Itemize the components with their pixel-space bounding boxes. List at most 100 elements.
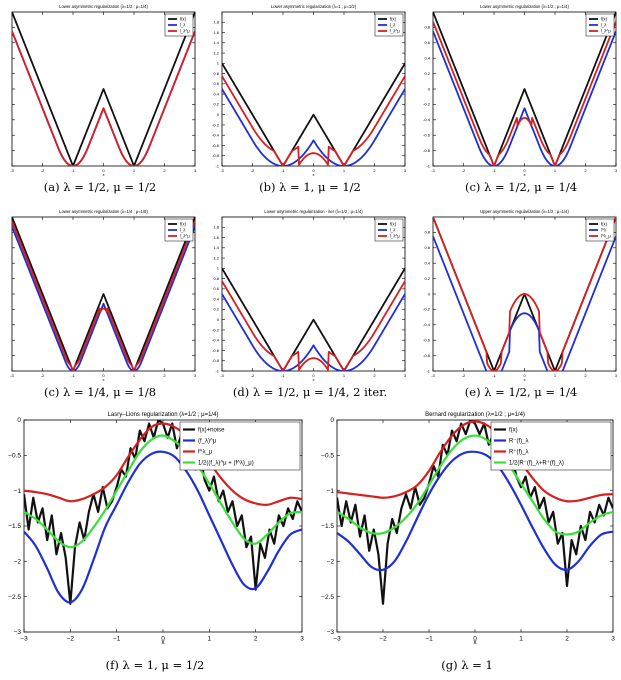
x-tick-label: -3 bbox=[10, 168, 14, 173]
caption-c2: (c) λ = 1/4, μ = 1/8 bbox=[43, 385, 157, 399]
y-tick-label: 0.4 bbox=[213, 296, 219, 301]
x-tick-label: 1 bbox=[343, 168, 346, 173]
x-tick-label: 0 bbox=[312, 373, 315, 378]
y-tick-label: 1.6 bbox=[213, 30, 219, 35]
chart-title: Lower asymmetric regularization - iter (… bbox=[264, 209, 363, 214]
x-tick-label: -3 bbox=[431, 373, 435, 378]
legend-label: f(x) bbox=[390, 221, 397, 226]
y-tick-label: 0.2 bbox=[424, 71, 430, 76]
legend-label: f(x) bbox=[180, 16, 187, 21]
x-tick-label: -1 bbox=[71, 168, 75, 173]
series-line-black bbox=[337, 420, 613, 605]
series-line-blue bbox=[433, 30, 616, 166]
y-tick-label: -0.4 bbox=[423, 322, 431, 327]
series-line-black bbox=[12, 217, 195, 371]
y-tick-label: 0.6 bbox=[424, 40, 430, 45]
x-tick-label: -2 bbox=[462, 168, 466, 173]
x-tick-label: -2 bbox=[41, 373, 45, 378]
legend-box bbox=[179, 421, 301, 471]
x-tick-label: −3 bbox=[20, 636, 28, 643]
y-tick-label: -0.8 bbox=[212, 153, 220, 158]
series-line-red bbox=[222, 280, 405, 371]
chart-title: Upper asymmetric regularization (λ=1/2 ;… bbox=[480, 209, 569, 214]
series-line-black bbox=[433, 12, 616, 166]
y-tick-label: 1.2 bbox=[213, 50, 219, 55]
y-tick-label: 0.6 bbox=[213, 81, 219, 86]
legend-label: l_λ bbox=[180, 22, 186, 27]
y-tick-label: 0.8 bbox=[213, 276, 219, 281]
legend-label: l^λ_μ bbox=[601, 233, 611, 238]
x-tick-label: −3 bbox=[333, 636, 341, 643]
x-tick-label: -2 bbox=[462, 373, 466, 378]
x-tick-label: 2 bbox=[584, 168, 587, 173]
y-tick-label: −3 bbox=[327, 629, 335, 636]
x-tick-label: 0 bbox=[473, 636, 477, 643]
x-tick-label: 3 bbox=[194, 373, 197, 378]
series-line-red bbox=[12, 30, 195, 166]
series-line-blue bbox=[433, 235, 616, 371]
chart-b-svg: Lower asymmetric regularization (λ=1 ; μ… bbox=[212, 4, 407, 177]
y-tick-label: −1.5 bbox=[321, 523, 334, 530]
legend-label: l_λ^μ bbox=[180, 233, 190, 238]
x-tick-label: 1 bbox=[554, 373, 557, 378]
y-tick-label: −3 bbox=[14, 629, 22, 636]
panel-c2: Lower asymmetric regularization (λ=1/4 ;… bbox=[0, 205, 200, 405]
x-axis-label: x bbox=[313, 377, 315, 382]
x-tick-label: −2 bbox=[379, 636, 387, 643]
caption-d: (d) λ = 1/2, μ = 1/4, 2 iter. bbox=[232, 385, 388, 399]
legend-label: l_λ bbox=[390, 227, 396, 232]
chart-title: Lasry–Lions regularization (λ=1/2 ; μ=1/… bbox=[108, 412, 219, 418]
x-tick-label: 1 bbox=[343, 373, 346, 378]
x-tick-label: 3 bbox=[611, 636, 615, 643]
y-tick-label: -0.8 bbox=[423, 148, 431, 153]
y-tick-label: -0.8 bbox=[423, 353, 431, 358]
legend-label: 1/2(R⁻(f)_λ+R⁺(f)_λ) bbox=[509, 460, 564, 467]
x-tick-label: 3 bbox=[194, 168, 197, 173]
y-tick-label: 0.4 bbox=[213, 91, 219, 96]
y-tick-label: 0.6 bbox=[213, 286, 219, 291]
y-tick-label: 0.4 bbox=[424, 56, 430, 61]
x-axis-label: x bbox=[313, 172, 315, 177]
chart-c2-svg: Lower asymmetric regularization (λ=1/4 ;… bbox=[10, 209, 197, 382]
legend-label: R⁺(f)_λ bbox=[509, 449, 529, 456]
chart-title: Lower asymmetric regularization (λ=1/2 ;… bbox=[59, 4, 148, 9]
x-tick-label: -1 bbox=[281, 168, 285, 173]
y-tick-label: 0.8 bbox=[424, 230, 430, 235]
x-tick-label: 3 bbox=[404, 168, 407, 173]
y-tick-label: -0.8 bbox=[212, 358, 220, 363]
chart-c-svg: Lower asymmetric regularization (λ=1/2 ;… bbox=[423, 4, 618, 177]
x-axis-label: x bbox=[473, 639, 477, 646]
x-tick-label: -3 bbox=[220, 168, 224, 173]
y-tick-label: 0.8 bbox=[213, 71, 219, 76]
y-tick-label: −1.5 bbox=[8, 523, 21, 530]
panel-d: Lower asymmetric regularization - iter (… bbox=[210, 205, 410, 405]
legend-label: f(x) bbox=[180, 221, 187, 226]
x-tick-label: 0 bbox=[102, 373, 105, 378]
panel-g: Bernard regularization (λ=1/2 ; μ=1/4) −3… bbox=[313, 408, 621, 680]
legend-label: l_λ^μ bbox=[390, 233, 400, 238]
series-line-black bbox=[222, 267, 405, 371]
legend-label: (f_λ)^μ bbox=[198, 439, 217, 445]
y-tick-label: -1 bbox=[426, 368, 430, 373]
y-tick-label: 1.6 bbox=[213, 235, 219, 240]
x-tick-label: 2 bbox=[565, 636, 569, 643]
y-tick-label: 0.2 bbox=[424, 276, 430, 281]
x-tick-label: -2 bbox=[41, 168, 45, 173]
y-tick-label: -0.6 bbox=[212, 348, 220, 353]
chart-a-svg: Lower asymmetric regularization (λ=1/2 ;… bbox=[10, 4, 197, 177]
y-tick-label: 1 bbox=[217, 266, 220, 271]
x-tick-label: −1 bbox=[113, 636, 121, 643]
x-tick-label: 0 bbox=[523, 373, 526, 378]
x-axis-label: x bbox=[161, 639, 165, 646]
panel-b: Lower asymmetric regularization (λ=1 ; μ… bbox=[210, 0, 410, 200]
panel-c: Lower asymmetric regularization (λ=1/2 ;… bbox=[421, 0, 621, 200]
y-tick-label: -0.4 bbox=[212, 338, 220, 343]
x-tick-label: −1 bbox=[425, 636, 433, 643]
x-tick-label: 2 bbox=[163, 373, 166, 378]
series-line-blue bbox=[337, 450, 613, 572]
series-line-red bbox=[337, 420, 613, 503]
series-line-red bbox=[433, 217, 616, 371]
y-tick-label: 1.2 bbox=[213, 255, 219, 260]
x-tick-label: 2 bbox=[373, 168, 376, 173]
panel-f: Lasry–Lions regularization (λ=1/2 ; μ=1/… bbox=[0, 408, 310, 680]
